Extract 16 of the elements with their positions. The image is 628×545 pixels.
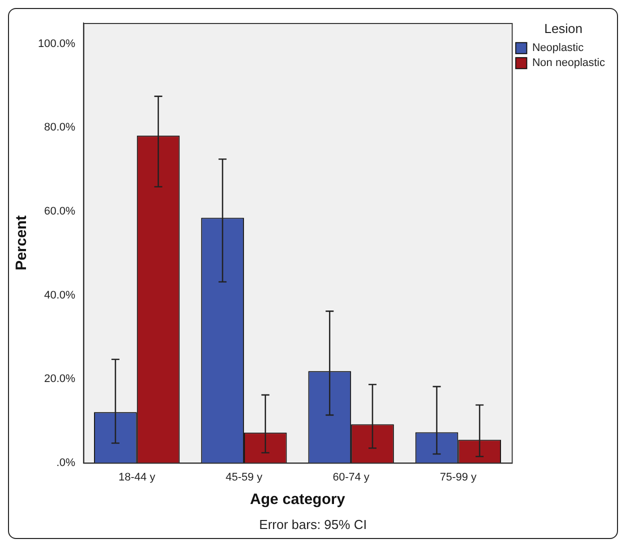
y-tick-label: 60.0% xyxy=(44,206,76,218)
legend-label: Non neoplastic xyxy=(532,57,606,70)
y-tick-label: 40.0% xyxy=(44,289,76,302)
y-tick-label: 80.0% xyxy=(44,122,76,134)
legend-title: Lesion xyxy=(544,21,583,36)
x-axis-title: Age category xyxy=(250,491,346,508)
x-tick-label: 45-59 y xyxy=(226,471,263,484)
y-tick-label: 20.0% xyxy=(44,373,76,386)
y-tick-label: 100.0% xyxy=(38,38,76,50)
legend-label: Neoplastic xyxy=(532,42,584,54)
y-axis-title: Percent xyxy=(13,215,30,270)
x-tick-label: 60-74 y xyxy=(332,471,370,484)
x-tick-label: 75-99 y xyxy=(440,471,478,484)
x-tick-label: 18-44 y xyxy=(118,471,156,484)
text: Error bars: 95% CI xyxy=(258,516,368,534)
y-tick-label: .0% xyxy=(56,456,76,469)
